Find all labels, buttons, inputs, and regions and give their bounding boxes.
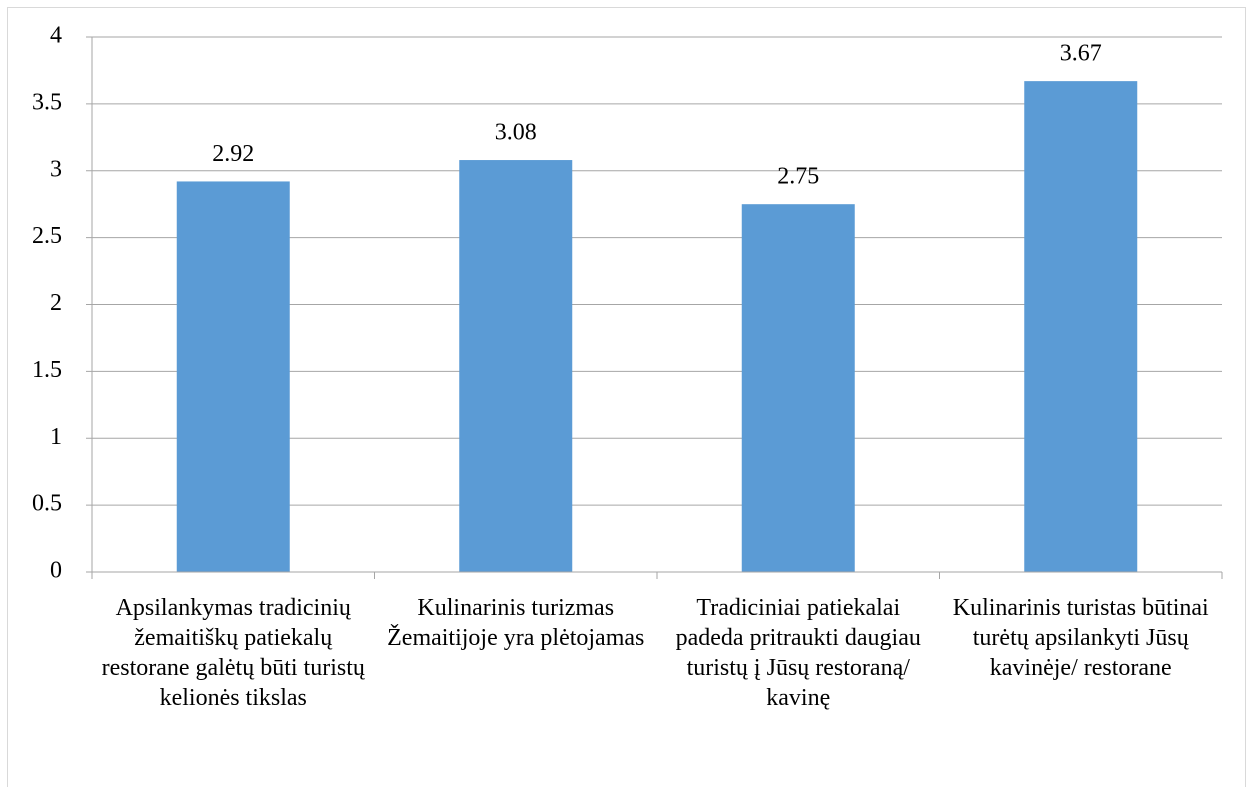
bar <box>176 181 290 572</box>
data-label: 2.75 <box>777 164 819 190</box>
y-tick-label: 1 <box>50 424 62 450</box>
bar <box>741 204 855 572</box>
data-label: 3.08 <box>495 120 537 146</box>
y-tick-label: 0 <box>50 558 62 584</box>
y-tick-label: 0.5 <box>32 491 62 517</box>
x-tick-label: Tradiciniai patiekalai padeda pritraukti… <box>675 595 921 711</box>
y-tick-label: 2 <box>50 290 62 316</box>
bar <box>1024 81 1138 572</box>
x-tick-label: Kulinarinis turistas būtinai turėtų apsi… <box>952 595 1209 681</box>
data-label: 3.67 <box>1060 41 1102 67</box>
bar <box>459 160 573 573</box>
data-label: 2.92 <box>212 141 254 167</box>
y-tick-label: 3.5 <box>32 89 62 115</box>
chart-border <box>7 7 1246 787</box>
y-tick-label: 4 <box>50 23 62 49</box>
x-tick-label: Kulinarinis turizmas Žemaitijoje yra plė… <box>387 595 645 651</box>
y-tick-label: 2.5 <box>32 223 62 249</box>
x-tick-label: Apsilankymas tradicinių žemaitiškų patie… <box>101 595 365 711</box>
y-tick-label: 1.5 <box>32 357 62 383</box>
y-tick-label: 3 <box>50 156 62 182</box>
